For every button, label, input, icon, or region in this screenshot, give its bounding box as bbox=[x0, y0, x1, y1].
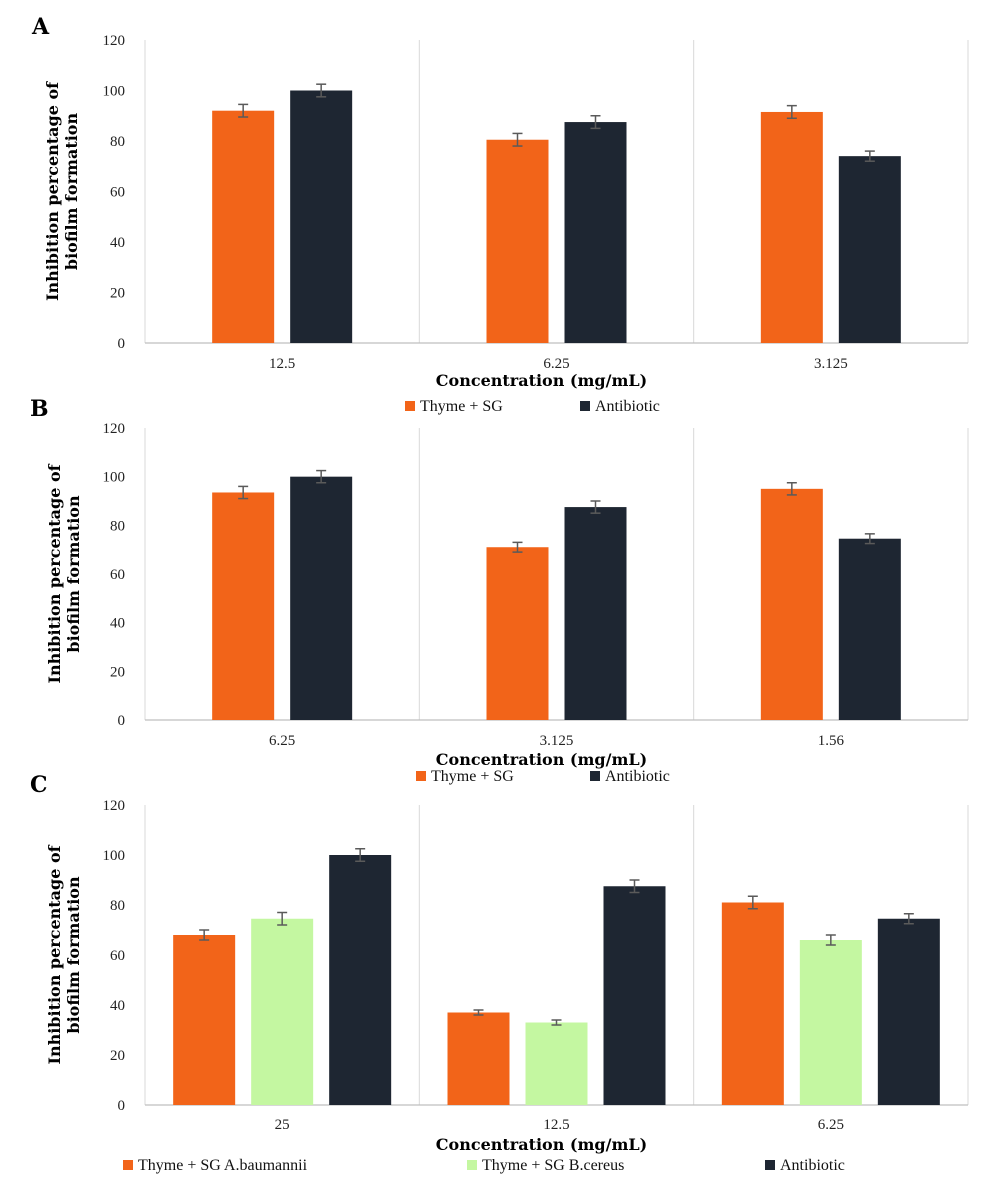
legend-label: Antibiotic bbox=[605, 768, 670, 785]
panel-a: A Inhibition percentage ofbiofilm formati… bbox=[31, 14, 969, 415]
x-tick-label: 6.25 bbox=[818, 1117, 844, 1133]
x-tick-label: 12.5 bbox=[543, 1117, 569, 1133]
x-tick-label: 1.56 bbox=[818, 733, 845, 749]
bar-antibiotic-1 bbox=[564, 507, 627, 720]
bar-thyme-sg-0 bbox=[212, 110, 275, 343]
legend-swatch bbox=[765, 1160, 775, 1170]
bar-antibiotic-2 bbox=[838, 538, 901, 720]
y-tick-label: 80 bbox=[110, 898, 125, 914]
y-tick-label: 20 bbox=[110, 286, 125, 302]
y-tick-label: 60 bbox=[110, 567, 125, 583]
panel-b: B Inhibition percentage ofbiofilm formati… bbox=[30, 396, 969, 785]
bar-thyme-sg-1 bbox=[447, 1012, 510, 1105]
panel-letter: B bbox=[30, 396, 49, 422]
y-tick-label: 120 bbox=[103, 33, 126, 49]
bar-antibiotic-1 bbox=[603, 886, 666, 1105]
bar-thyme-sg-1 bbox=[486, 547, 549, 720]
y-tick-label: 0 bbox=[118, 336, 126, 352]
y-tick-label: 100 bbox=[103, 848, 126, 864]
bar-antibiotic-0 bbox=[290, 476, 353, 720]
y-axis-title: Inhibition percentage ofbiofilm formatio… bbox=[43, 81, 81, 301]
legend-swatch bbox=[580, 401, 590, 411]
y-axis-title: Inhibition percentage ofbiofilm formatio… bbox=[45, 463, 83, 683]
x-tick-label: 3.125 bbox=[814, 356, 848, 372]
y-tick-label: 120 bbox=[103, 421, 126, 437]
bar-antibiotic-1 bbox=[564, 122, 627, 343]
legend-label: Antibiotic bbox=[780, 1157, 845, 1174]
legend-swatch bbox=[590, 771, 600, 781]
y-tick-label: 80 bbox=[110, 518, 125, 534]
legend-label: Thyme + SG A.baumannii bbox=[138, 1157, 308, 1174]
bar-thyme-sg-1 bbox=[525, 1022, 588, 1105]
y-axis-title-line: Inhibition percentage of bbox=[45, 844, 64, 1064]
y-axis-title: Inhibition percentage ofbiofilm formatio… bbox=[45, 844, 83, 1064]
y-tick-label: 0 bbox=[118, 1098, 126, 1114]
y-tick-label: 20 bbox=[110, 1048, 125, 1064]
y-tick-label: 40 bbox=[110, 616, 125, 632]
bar-thyme-sg-1 bbox=[486, 139, 549, 343]
bar-antibiotic-0 bbox=[329, 855, 392, 1105]
x-axis-title: Concentration (mg/mL) bbox=[436, 371, 647, 390]
x-tick-label: 25 bbox=[275, 1117, 290, 1133]
x-tick-label: 6.25 bbox=[543, 356, 569, 372]
y-axis-title-line: biofilm formation bbox=[62, 113, 81, 271]
y-axis-title-line: Inhibition percentage of bbox=[43, 81, 62, 301]
y-axis-title-line: biofilm formation bbox=[64, 495, 83, 653]
x-tick-label: 6.25 bbox=[269, 733, 295, 749]
y-tick-label: 40 bbox=[110, 998, 125, 1014]
panel-c: C Inhibition percentage ofbiofilm formati… bbox=[30, 772, 969, 1174]
y-axis-title-line: biofilm formation bbox=[64, 876, 83, 1034]
x-tick-label: 12.5 bbox=[269, 356, 295, 372]
bar-antibiotic-2 bbox=[838, 156, 901, 343]
bar-thyme-sg-2 bbox=[721, 902, 784, 1105]
legend-swatch bbox=[123, 1160, 133, 1170]
y-tick-label: 80 bbox=[110, 134, 125, 150]
panel-letter: A bbox=[31, 14, 50, 40]
y-tick-label: 40 bbox=[110, 235, 125, 251]
legend-swatch bbox=[405, 401, 415, 411]
x-tick-label: 3.125 bbox=[540, 733, 574, 749]
bar-thyme-sg-0 bbox=[173, 935, 236, 1105]
x-axis-title: Concentration (mg/mL) bbox=[436, 1135, 647, 1154]
legend-swatch bbox=[416, 771, 426, 781]
x-axis-title: Concentration (mg/mL) bbox=[436, 750, 647, 769]
y-tick-label: 60 bbox=[110, 185, 125, 201]
legend-label: Antibiotic bbox=[595, 398, 660, 415]
legend-label: Thyme + SG bbox=[431, 768, 514, 785]
bar-thyme-sg-2 bbox=[760, 111, 823, 344]
bar-thyme-sg-0 bbox=[212, 492, 275, 720]
y-tick-label: 60 bbox=[110, 948, 125, 964]
y-tick-label: 120 bbox=[103, 798, 126, 814]
y-axis-title-line: Inhibition percentage of bbox=[45, 463, 64, 683]
y-tick-label: 0 bbox=[118, 713, 126, 729]
bar-thyme-sg-2 bbox=[760, 488, 823, 720]
legend-label: Thyme + SG B.cereus bbox=[482, 1157, 624, 1174]
y-tick-label: 100 bbox=[103, 84, 126, 100]
panel-letter: C bbox=[30, 772, 48, 798]
y-tick-label: 100 bbox=[103, 470, 126, 486]
y-tick-label: 20 bbox=[110, 664, 125, 680]
legend-label: Thyme + SG bbox=[420, 398, 503, 415]
bar-thyme-sg-0 bbox=[251, 918, 314, 1105]
bar-antibiotic-0 bbox=[290, 90, 353, 343]
bar-thyme-sg-2 bbox=[799, 940, 862, 1105]
legend-swatch bbox=[467, 1160, 477, 1170]
bar-antibiotic-2 bbox=[877, 918, 940, 1105]
